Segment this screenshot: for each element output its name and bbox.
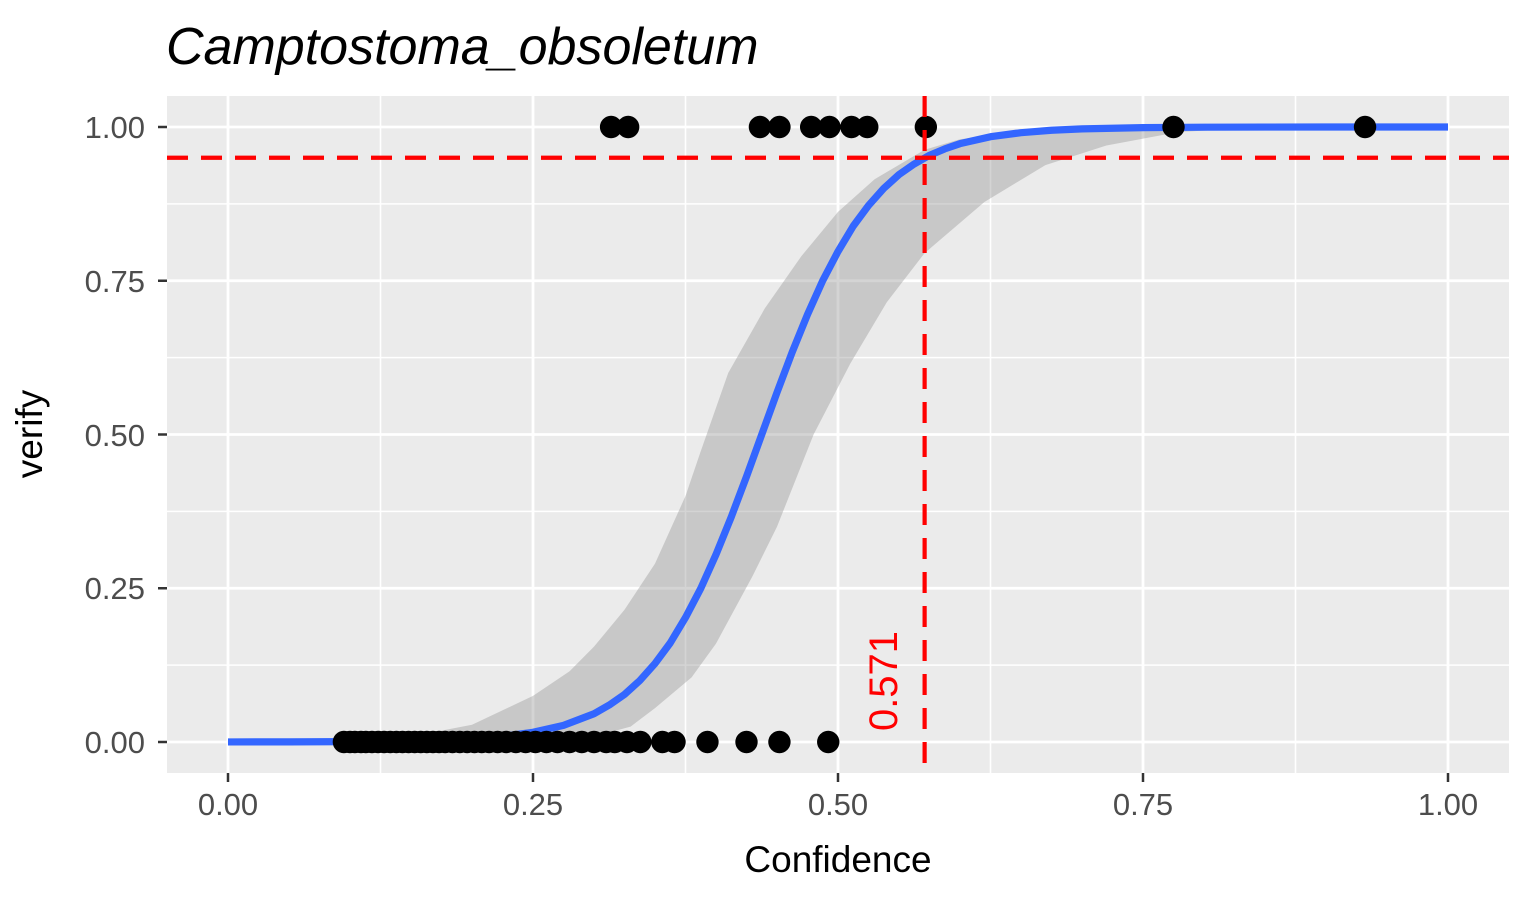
plot-generated-layer: [158, 96, 1509, 782]
y-tick-label-0.75: 0.75: [85, 264, 145, 299]
y-tick-label-0.25: 0.25: [85, 571, 145, 606]
data-point: [818, 115, 841, 139]
data-point: [799, 115, 823, 139]
data-point: [768, 115, 791, 139]
x-tick-label-1.00: 1.00: [1418, 787, 1478, 822]
x-tick-label-0.25: 0.25: [503, 787, 563, 822]
data-point: [1162, 115, 1185, 139]
y-tick-label-1.00: 1.00: [85, 110, 145, 145]
plot-title: Camptostoma_obsoletum: [166, 18, 759, 76]
data-point: [748, 115, 772, 139]
data-point: [817, 730, 840, 754]
data-point: [629, 730, 652, 754]
y-axis-title: verify: [9, 389, 50, 478]
data-point: [914, 115, 938, 139]
data-point: [599, 115, 623, 139]
x-tick-label-0.50: 0.50: [808, 787, 868, 822]
confidence-band: [350, 127, 1448, 742]
y-tick-label-0.00: 0.00: [85, 725, 145, 760]
data-point: [840, 115, 863, 139]
data-point: [663, 730, 686, 754]
x-tick-label-0.00: 0.00: [198, 787, 258, 822]
x-tick-label-0.75: 0.75: [1113, 787, 1173, 822]
data-point: [856, 115, 879, 139]
threshold-value-label: 0.571: [862, 631, 906, 731]
y-tick-label-0.50: 0.50: [85, 418, 145, 453]
x-axis-title: Confidence: [744, 839, 931, 880]
data-point: [616, 115, 640, 139]
data-point: [696, 730, 719, 754]
data-point: [768, 730, 791, 754]
data-point: [1353, 115, 1377, 139]
data-point: [735, 730, 758, 754]
